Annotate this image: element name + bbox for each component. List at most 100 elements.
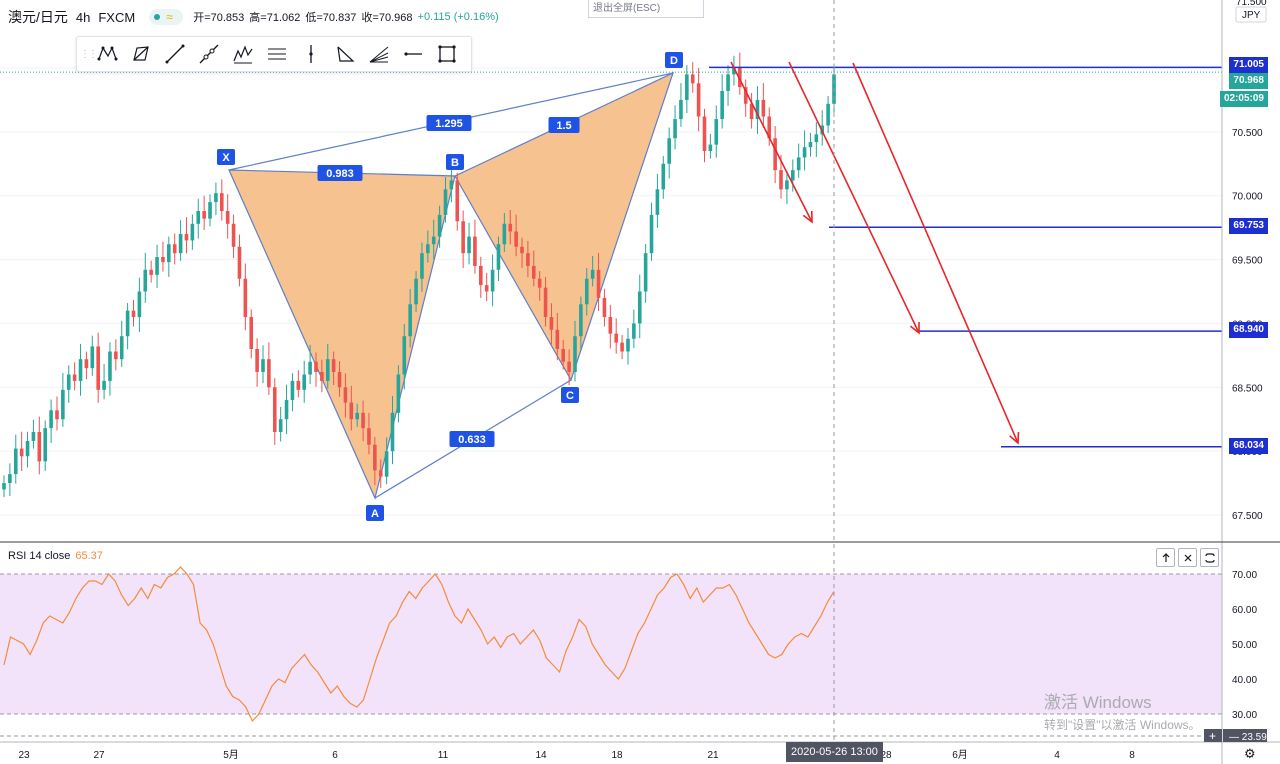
- xabcd-pattern-icon[interactable]: [90, 39, 124, 69]
- candle-body: [325, 359, 330, 381]
- candle-body: [19, 448, 24, 457]
- candle-body: [8, 474, 12, 484]
- close-pane-icon[interactable]: [1178, 548, 1197, 567]
- candle-body: [826, 103, 830, 126]
- candle-body: [549, 317, 554, 330]
- candle-body: [632, 323, 636, 339]
- rsi-legend: RSI 14 close 65.37: [8, 550, 103, 562]
- elliott-wave-icon[interactable]: [226, 39, 260, 69]
- crosshair-time-label: 2020-05-26 13:00: [786, 742, 883, 762]
- candle-body: [373, 444, 377, 471]
- candle-body: [414, 278, 418, 305]
- timeframe[interactable]: 4h: [75, 9, 91, 25]
- candle-body: [237, 246, 242, 279]
- abcd-pattern-icon[interactable]: [328, 39, 362, 69]
- candle-body: [331, 359, 336, 372]
- candle-body: [555, 329, 560, 349]
- candle-body: [272, 387, 277, 432]
- exit-fullscreen-button[interactable]: 退出全屏(ESC): [588, 0, 704, 18]
- trend-line-icon[interactable]: [158, 39, 192, 69]
- pattern-point-label: D: [670, 55, 678, 67]
- time-tick-label: 18: [611, 750, 623, 761]
- drawing-toolbar: ⋮⋮: [76, 36, 472, 72]
- price-tick-label: 68.500: [1232, 383, 1263, 394]
- candle-body: [114, 351, 118, 360]
- candle-body: [455, 180, 460, 222]
- rsi-value: 65.37: [75, 550, 103, 562]
- pattern-point-box: [561, 387, 579, 403]
- candle-body: [13, 448, 18, 475]
- candle-body: [31, 431, 36, 441]
- projection-arrow-shaft: [730, 61, 813, 223]
- candle-body: [708, 144, 713, 152]
- candle-body: [255, 348, 259, 372]
- rsi-series-line: [3, 566, 835, 723]
- windows-activation-watermark: 激活 Windows 转到"设置"以激活 Windows。: [1044, 688, 1201, 733]
- rsi-add-box: [1204, 729, 1222, 742]
- candle-body: [143, 269, 148, 292]
- cypher-pattern-icon[interactable]: [124, 39, 158, 69]
- drag-handle-icon[interactable]: ⋮⋮: [80, 48, 98, 60]
- price-tick-label: 70.000: [1232, 192, 1263, 203]
- ray-icon[interactable]: [192, 39, 226, 69]
- vertical-line-icon[interactable]: [294, 39, 328, 69]
- time-tick-label: 23: [18, 750, 30, 761]
- horizontal-ray-icon[interactable]: [396, 39, 430, 69]
- candle-body: [25, 440, 30, 457]
- rsi-tick-label: 30.00: [1232, 710, 1257, 721]
- price-tick-label: 70.500: [1232, 128, 1263, 139]
- candle-body: [802, 147, 807, 158]
- candle-body: [402, 336, 407, 375]
- rsi-current-tag-box: [1223, 729, 1267, 742]
- price-tick-label: 67.500: [1232, 511, 1263, 522]
- level-label-69753: 69.753: [1229, 218, 1268, 234]
- candlestick-series: [2, 52, 836, 498]
- market-status-icon[interactable]: ≈: [149, 9, 184, 25]
- candle-body: [149, 269, 153, 275]
- parallel-channel-icon[interactable]: [260, 39, 294, 69]
- candle-body: [302, 374, 307, 390]
- candle-body: [314, 361, 318, 372]
- candle-body: [131, 310, 136, 318]
- close-value: 收=70.968: [361, 12, 413, 24]
- candle-body: [172, 244, 177, 254]
- rectangle-icon[interactable]: [430, 39, 464, 69]
- projection-arrow-head: [1009, 431, 1020, 445]
- currency-badge-box: [1235, 6, 1267, 23]
- candle-body: [278, 419, 283, 432]
- ratio-box: [449, 431, 495, 447]
- candle-body: [431, 236, 436, 245]
- candle-body: [620, 342, 624, 352]
- fib-fan-icon[interactable]: [362, 39, 396, 69]
- candle-body: [196, 211, 201, 224]
- level-label-68940: 68.940: [1229, 322, 1268, 338]
- pattern-point-label: A: [371, 508, 379, 520]
- rsi-label[interactable]: RSI 14 close: [8, 550, 71, 562]
- candle-body: [367, 428, 371, 445]
- candle-body: [520, 246, 524, 254]
- candle-body: [420, 253, 424, 279]
- candle-body: [384, 451, 389, 477]
- open-value: 开=70.853: [193, 12, 245, 24]
- candle-body: [573, 336, 577, 372]
- candle-body: [378, 470, 383, 477]
- candle-body: [655, 189, 660, 215]
- level-label-71005: 71.005: [1229, 57, 1268, 73]
- time-tick-label: 6: [332, 750, 338, 761]
- pattern-labels: X A B C D 0.983 0.633 1.5 1.295: [217, 52, 683, 521]
- pattern-point-label: B: [451, 157, 459, 169]
- candle-body: [408, 304, 412, 337]
- candle-body: [78, 359, 83, 381]
- ratio-label: 1.295: [435, 118, 463, 130]
- candle-body: [749, 103, 754, 120]
- candle-body: [496, 244, 501, 270]
- ratio-label: 0.983: [326, 168, 354, 180]
- candle-body: [355, 412, 359, 420]
- move-pane-up-icon[interactable]: [1156, 548, 1175, 567]
- symbol-name[interactable]: 澳元/日元: [8, 9, 68, 25]
- maximize-pane-icon[interactable]: [1200, 548, 1219, 567]
- rsi-current-tag: — 23.59: [1229, 732, 1267, 743]
- candle-body: [337, 371, 342, 388]
- candle-body: [202, 211, 206, 219]
